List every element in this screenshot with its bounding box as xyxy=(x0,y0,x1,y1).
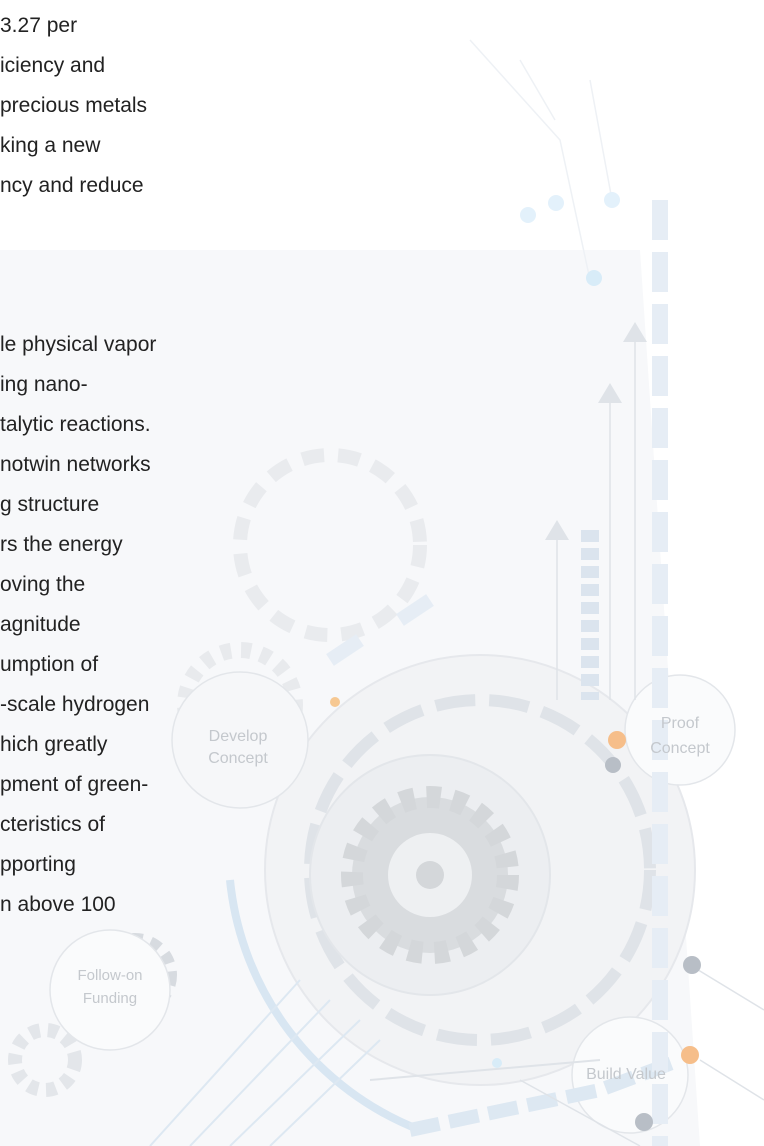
text-line: precious metals xyxy=(0,94,148,117)
text-line: n above 100 xyxy=(0,893,116,916)
text-line: talytic reactions. xyxy=(0,413,151,436)
text-line: ncy and reduce xyxy=(0,174,144,197)
graphic-label: Build Value xyxy=(586,1066,666,1083)
text-line: oving the xyxy=(0,573,86,596)
text-line: le physical vapor xyxy=(0,333,157,356)
text-line: hich greatly xyxy=(0,733,108,756)
text-line: agnitude xyxy=(0,613,81,636)
graphic-label: Develop xyxy=(209,728,268,745)
graphic-label: Concept xyxy=(650,740,710,757)
text-line: iciency and xyxy=(0,54,106,77)
text-line: notwin networks xyxy=(0,453,151,476)
text-line: 3.27 per xyxy=(0,14,78,37)
text-line: cteristics of xyxy=(0,813,106,836)
text-line: umption of xyxy=(0,653,99,676)
text-line: ing nano- xyxy=(0,373,88,396)
text-line: g structure xyxy=(0,493,100,516)
text-line: -scale hydrogen xyxy=(0,693,150,716)
text-line: king a new xyxy=(0,134,101,157)
graphic-label: Concept xyxy=(208,750,268,767)
paragraph: 3.27 per iciency and precious metals king a… xyxy=(0,6,147,206)
graphic-label: Proof xyxy=(661,715,700,732)
text-line: pment of green- xyxy=(0,773,149,796)
text-line: pporting xyxy=(0,853,76,876)
paragraph: le physical vapor ing nano-talytic reacti… xyxy=(0,325,156,925)
text-line: rs the energy xyxy=(0,533,123,556)
graphic-label: Follow-on xyxy=(77,967,142,984)
graphic-label: Funding xyxy=(83,990,137,1007)
